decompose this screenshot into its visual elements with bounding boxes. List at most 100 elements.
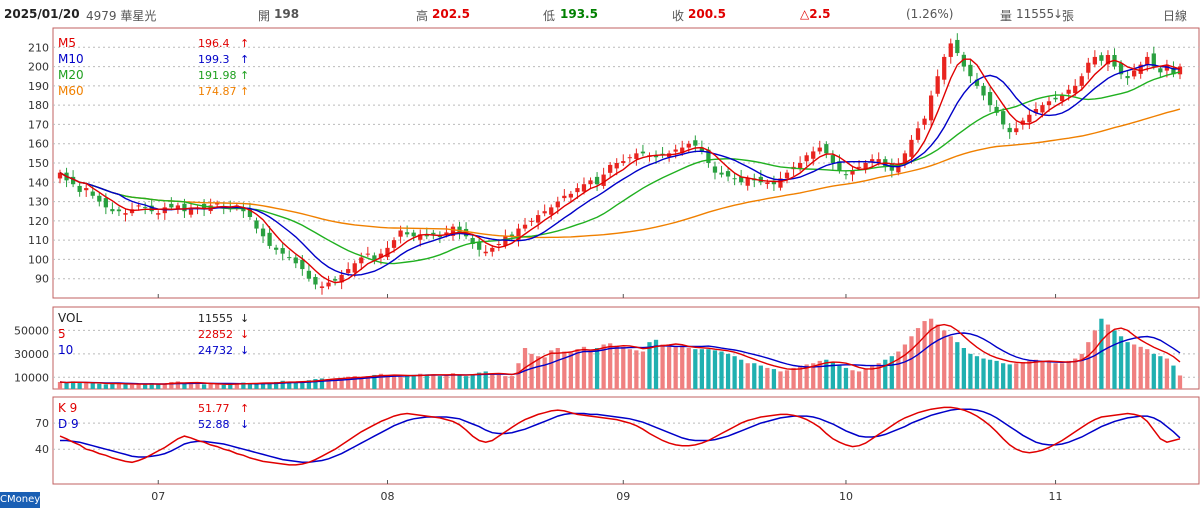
- volume-bar: [601, 344, 606, 389]
- candle-body: [431, 232, 436, 235]
- candle-body: [1053, 97, 1058, 100]
- candle: [1132, 63, 1137, 80]
- close-label: 收: [672, 9, 685, 23]
- candle: [84, 183, 89, 197]
- candle: [955, 33, 960, 56]
- candle: [817, 140, 822, 155]
- volume-bar: [837, 365, 842, 389]
- candle-body: [169, 203, 174, 208]
- candle: [306, 264, 312, 282]
- candle: [346, 262, 351, 277]
- candle: [568, 190, 574, 203]
- volume-bar: [516, 363, 521, 389]
- candle-body: [1105, 55, 1111, 65]
- candle: [621, 154, 626, 166]
- month-label: 11: [1049, 490, 1063, 503]
- candle: [332, 276, 338, 286]
- candle: [57, 169, 63, 184]
- volume-bar: [1177, 375, 1183, 389]
- volume-bar: [745, 363, 750, 389]
- volume-legend-name: 5: [58, 327, 66, 341]
- candle-body: [961, 54, 966, 67]
- volume-bar: [876, 363, 881, 389]
- candle: [1086, 57, 1091, 80]
- volume-bar: [503, 376, 508, 389]
- price-tick-label: 180: [28, 99, 49, 112]
- volume-bar: [1033, 359, 1039, 389]
- volume-bar: [391, 375, 397, 389]
- candle-body: [686, 143, 691, 148]
- candle: [843, 171, 849, 180]
- volume-bar: [673, 346, 678, 389]
- candle-body: [503, 236, 508, 246]
- volume-bar: [477, 372, 482, 389]
- volume-bar: [490, 373, 495, 389]
- candle: [594, 172, 600, 191]
- volume-bar: [752, 363, 757, 389]
- candle-body: [274, 247, 279, 250]
- candle-body: [267, 232, 272, 246]
- candle-body: [653, 155, 659, 158]
- candle-body: [843, 174, 849, 176]
- volume-bar: [915, 328, 921, 389]
- candle: [129, 202, 135, 217]
- volume-bar: [843, 367, 849, 389]
- volume-bar: [457, 374, 462, 389]
- candle-body: [326, 282, 331, 287]
- candle-body: [70, 176, 76, 185]
- volume-bar: [1014, 363, 1019, 389]
- volume-bar: [70, 381, 76, 389]
- candle-body: [830, 155, 835, 163]
- open-value: 198: [274, 7, 300, 21]
- price-legend-arrow: ↑: [240, 53, 249, 66]
- price-tick-label: 110: [28, 234, 49, 247]
- candle: [1092, 50, 1097, 68]
- volume-bar: [824, 359, 829, 389]
- volume-bar: [136, 384, 141, 389]
- price-legend-value: 174.87: [198, 85, 237, 98]
- volume-bar: [450, 373, 456, 389]
- candle-body: [496, 244, 501, 245]
- candle: [326, 275, 331, 290]
- candle: [405, 225, 410, 238]
- volume-arrow: ↓: [1053, 7, 1064, 21]
- period-label[interactable]: 日線: [1163, 9, 1188, 23]
- volume-bar: [274, 381, 279, 389]
- candle-body: [365, 253, 370, 255]
- price-tick-label: 200: [28, 61, 49, 74]
- volume-bar: [935, 324, 940, 389]
- volume-bar: [201, 384, 207, 389]
- volume-bar: [863, 369, 868, 389]
- candle: [437, 231, 443, 244]
- candle: [529, 217, 534, 227]
- candle-body: [1171, 68, 1176, 75]
- volume-bar: [385, 374, 390, 389]
- volume-bar: [653, 339, 659, 389]
- candle-body: [712, 166, 718, 173]
- volume-bar: [1118, 336, 1124, 389]
- volume-bar: [588, 350, 593, 389]
- volume-bar: [909, 336, 914, 389]
- candle: [1033, 102, 1039, 116]
- candle-body: [758, 176, 763, 183]
- candle: [562, 189, 567, 201]
- volume-bar: [1145, 349, 1150, 389]
- volume-bar: [549, 350, 554, 389]
- candle: [1007, 123, 1012, 139]
- volume-bar: [57, 381, 63, 389]
- kd-legend-name: D 9: [58, 417, 79, 431]
- volume-bar: [797, 365, 803, 389]
- volume-legend-arrow: ↓: [240, 328, 249, 341]
- candle-body: [1158, 68, 1163, 73]
- cmoney-logo: CMoney: [0, 492, 40, 508]
- candle-body: [339, 274, 344, 283]
- volume-bar: [169, 381, 174, 389]
- volume-value: 11555: [1016, 7, 1055, 21]
- candle-body: [765, 182, 770, 185]
- volume-bar: [509, 376, 515, 389]
- candle-body: [444, 232, 449, 235]
- month-label: 10: [839, 490, 853, 503]
- close-value: 200.5: [688, 7, 726, 21]
- volume-bar: [156, 384, 161, 389]
